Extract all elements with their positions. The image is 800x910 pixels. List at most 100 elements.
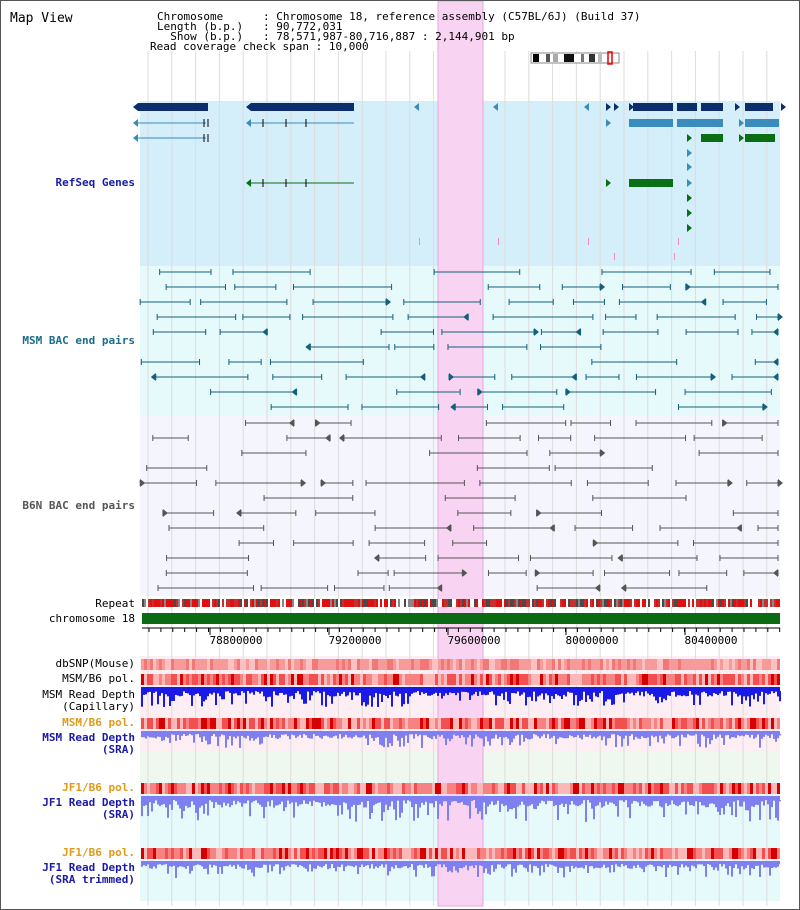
- msm-b6-pol-sra-mark: [234, 718, 237, 729]
- msm-sra-depth: [337, 734, 339, 739]
- jf1-sra-depth: [231, 800, 233, 806]
- jf1-sra-depth: [367, 800, 369, 802]
- jf1-trimmed-depth: [483, 864, 485, 873]
- msm-b6-pol-mark: [174, 674, 177, 685]
- info-value: Chromosome 18, reference assembly (C57BL…: [276, 10, 641, 23]
- jf1-b6-pol-trimmed-mark: [687, 848, 690, 859]
- jf1-trimmed-depth: [567, 864, 569, 867]
- repeat-mark: [682, 599, 684, 607]
- msm-b6-pol-mark: [642, 674, 645, 685]
- track-label-jf1-b6-pol[interactable]: JF1/B6 pol.: [62, 781, 135, 794]
- msm-b6-pol-sra-mark: [183, 718, 186, 729]
- jf1-trimmed-depth: [433, 864, 435, 877]
- repeat-mark: [228, 599, 230, 607]
- jf1-b6-pol-trimmed-mark: [495, 848, 498, 859]
- jf1-b6-pol-trimmed-mark: [468, 848, 471, 859]
- track-label-msm-bac[interactable]: MSM BAC end pairs: [22, 334, 135, 347]
- jf1-trimmed-depth: [643, 864, 645, 873]
- jf1-sra-depth: [289, 800, 291, 804]
- repeat-mark: [520, 599, 522, 607]
- msm-capillary-depth: [233, 691, 235, 694]
- msm-b6-pol-sra-mark: [228, 718, 231, 729]
- repeat-mark: [160, 599, 162, 607]
- info-row-chromosome: Chromosome : Chromosome 18, reference as…: [157, 10, 641, 23]
- chromosome-bar: [142, 613, 780, 624]
- jf1-trimmed-depth: [687, 864, 689, 868]
- jf1-b6-pol-mark: [561, 783, 564, 794]
- msm-sra-depth: [523, 734, 525, 742]
- jf1-b6-pol-trimmed-mark: [249, 848, 252, 859]
- msm-capillary-depth: [583, 691, 585, 692]
- msm-capillary-depth: [525, 691, 527, 706]
- jf1-trimmed-depth: [473, 864, 475, 869]
- repeat-mark: [194, 599, 196, 607]
- msm-b6-pol-sra-mark: [663, 718, 666, 729]
- jf1-sra-depth: [189, 800, 191, 808]
- track-label-jf1-b6-pol-trimmed[interactable]: JF1/B6 pol.: [62, 846, 135, 859]
- dbsnp-mark: [333, 659, 336, 670]
- track-label-jf1-read-depth-trimmed[interactable]: JF1 Read Depth (SRA trimmed): [1, 862, 135, 886]
- msm-sra-depth: [585, 734, 587, 737]
- track-label-b6n-bac[interactable]: B6N BAC end pairs: [22, 499, 135, 512]
- msm-b6-pol-sra-mark: [690, 718, 693, 729]
- jf1-trimmed-depth: [683, 864, 685, 868]
- jf1-sra-depth: [527, 800, 529, 807]
- track-label-msm-read-depth-capillary[interactable]: MSM Read Depth (Capillary): [1, 689, 135, 713]
- track-label-msm-b6-pol-sra[interactable]: MSM/B6 pol.: [62, 716, 135, 729]
- repeat-mark: [208, 599, 210, 607]
- gene-arrow: [687, 134, 692, 142]
- gene-arrow: [133, 103, 138, 111]
- msm-capillary-depth: [275, 691, 277, 696]
- jf1-b6-pol-mark: [201, 783, 204, 794]
- jf1-b6-pol-mark: [435, 783, 438, 794]
- msm-b6-pol-mark: [507, 674, 510, 685]
- gene-arrow: [687, 179, 692, 187]
- msm-capillary-depth: [157, 691, 159, 705]
- jf1-trimmed-depth: [329, 864, 331, 869]
- msm-sra-depth: [469, 734, 471, 736]
- msm-capillary-depth: [535, 691, 537, 702]
- track-label-jf1-read-depth-sra[interactable]: JF1 Read Depth (SRA): [1, 797, 135, 821]
- track-label-dbsnp[interactable]: dbSNP(Mouse): [55, 657, 135, 670]
- track-label-repeat[interactable]: Repeat: [95, 597, 135, 610]
- msm-capillary-depth: [161, 691, 163, 694]
- msm-capillary-depth: [405, 691, 407, 694]
- jf1-trimmed-depth: [219, 864, 221, 868]
- msm-capillary-depth: [211, 691, 213, 695]
- msm-b6-pol-sra-mark: [609, 718, 612, 729]
- msm-sra-depth: [159, 734, 161, 737]
- repeat-mark: [254, 599, 256, 607]
- msm-b6-pol-sra-mark: [273, 718, 276, 729]
- jf1-trimmed-depth: [171, 864, 173, 867]
- track-label-refseq[interactable]: RefSeq Genes: [55, 176, 135, 189]
- jf1-sra-depth: [369, 800, 371, 819]
- msm-sra-depth: [641, 734, 643, 737]
- msm-capillary-depth: [497, 691, 499, 696]
- jf1-b6-pol-mark: [321, 783, 324, 794]
- msm-b6-pol-mark: [534, 674, 537, 685]
- jf1-b6-pol-mark: [768, 783, 771, 794]
- msm-capillary-depth: [527, 691, 529, 698]
- track-label-chromosome[interactable]: chromosome 18: [48, 612, 135, 625]
- msm-capillary-depth: [309, 691, 311, 701]
- track-label-msm-b6-pol[interactable]: MSM/B6 pol.: [62, 672, 135, 685]
- jf1-sra-depth: [277, 800, 279, 806]
- msm-capillary-depth: [333, 691, 335, 697]
- msm-b6-pol-mark: [483, 674, 486, 685]
- msm-capillary-depth: [677, 691, 679, 696]
- jf1-b6-pol-trimmed-mark: [243, 848, 246, 859]
- msm-capillary-depth: [489, 691, 491, 693]
- jf1-b6-pol-trimmed-mark: [318, 848, 321, 859]
- jf1-b6-pol-trimmed-mark: [411, 848, 414, 859]
- jf1-sra-depth: [483, 800, 485, 803]
- msm-b6-pol-mark: [648, 674, 651, 685]
- jf1-sra-depth: [259, 800, 261, 805]
- msm-sra-depth: [177, 734, 179, 735]
- jf1-b6-pol-mark: [537, 783, 540, 794]
- jf1-b6-pol-mark: [648, 783, 651, 794]
- msm-b6-pol-mark: [417, 674, 420, 685]
- repeat-mark: [392, 599, 394, 607]
- jf1-b6-pol-trimmed-mark: [339, 848, 342, 859]
- track-label-msm-read-depth-sra[interactable]: MSM Read Depth (SRA): [1, 732, 135, 756]
